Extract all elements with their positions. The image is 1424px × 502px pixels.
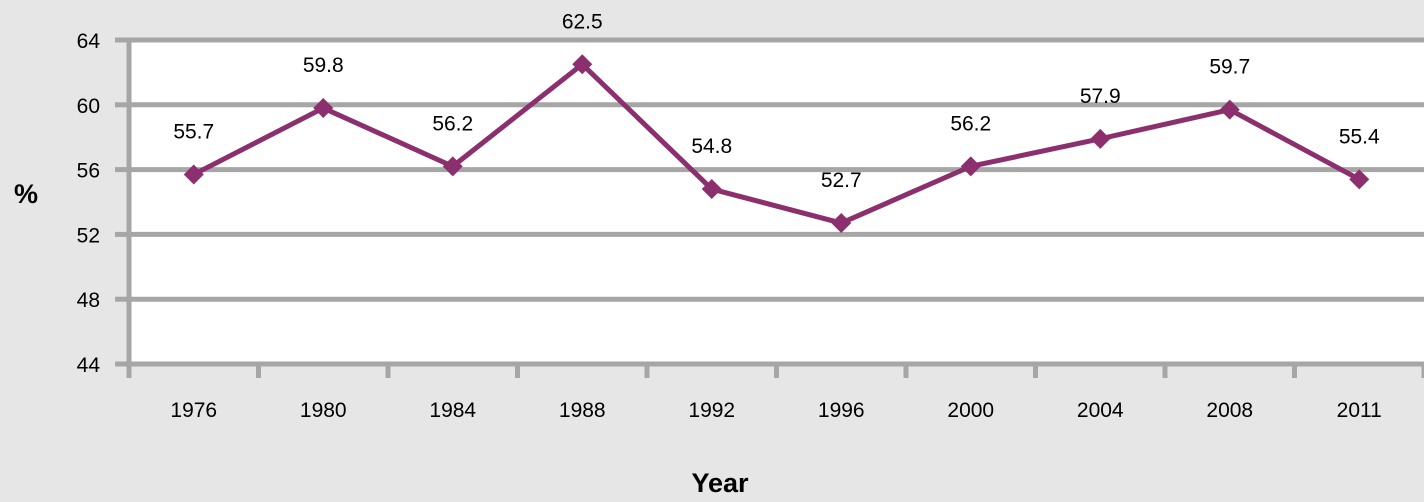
data-labels: 55.7 59.8 56.2 62.5 54.8 52.7 56.2 57.9 59.7 55.4 bbox=[173, 10, 1380, 192]
plot-area bbox=[129, 40, 1424, 364]
gridlines bbox=[129, 37, 1424, 302]
data-point-marker bbox=[572, 54, 593, 75]
y-tick-label: 60 bbox=[77, 95, 100, 118]
y-tick-label: 52 bbox=[77, 224, 100, 247]
x-tick-label: 2008 bbox=[1206, 399, 1253, 422]
y-tick-label: 56 bbox=[77, 160, 100, 183]
y-tick-label: 48 bbox=[77, 289, 100, 312]
series-line bbox=[192, 61, 1361, 226]
x-tick-labels: 1976 1980 1984 1988 1992 1996 2000 2004 2008 2011 bbox=[170, 399, 1381, 422]
data-label: 55.4 bbox=[1339, 125, 1380, 148]
data-point-marker bbox=[701, 179, 722, 200]
data-label: 56.2 bbox=[950, 112, 991, 135]
data-label: 57.9 bbox=[1080, 85, 1121, 108]
data-point-marker bbox=[183, 164, 204, 185]
data-label: 55.7 bbox=[173, 120, 214, 143]
data-label: 52.7 bbox=[821, 169, 862, 192]
x-tick-label: 1976 bbox=[170, 399, 217, 422]
data-point-marker bbox=[960, 156, 981, 177]
data-label: 59.8 bbox=[303, 54, 344, 77]
y-tick-label: 64 bbox=[77, 30, 101, 53]
x-tick-label: 1984 bbox=[429, 399, 476, 422]
data-label: 56.2 bbox=[432, 112, 473, 135]
data-point-marker bbox=[313, 98, 334, 119]
series-line bbox=[192, 61, 1361, 226]
data-label: 62.5 bbox=[562, 10, 603, 33]
x-tick-label: 2011 bbox=[1337, 399, 1382, 422]
data-point-marker bbox=[1219, 99, 1240, 120]
x-tick-label: 1996 bbox=[818, 399, 865, 422]
x-tick-label: 2004 bbox=[1077, 399, 1124, 422]
y-tick-label: 44 bbox=[77, 354, 101, 377]
data-point-marker bbox=[1090, 128, 1111, 149]
y-axis-title: % bbox=[14, 179, 38, 209]
x-tick-label: 2000 bbox=[947, 399, 994, 422]
data-label: 59.7 bbox=[1209, 56, 1250, 79]
data-point-marker bbox=[1349, 169, 1370, 190]
x-tick-label: 1988 bbox=[559, 399, 606, 422]
data-markers bbox=[183, 54, 1370, 234]
data-point-marker bbox=[442, 156, 463, 177]
x-tick-label: 1992 bbox=[688, 399, 735, 422]
y-tick-labels: 44 48 52 56 60 64 bbox=[77, 30, 101, 377]
data-point-marker bbox=[831, 213, 852, 234]
axes bbox=[115, 37, 1424, 378]
data-label: 54.8 bbox=[691, 135, 732, 158]
x-tick-label: 1980 bbox=[300, 399, 347, 422]
x-axis-title: Year bbox=[691, 468, 749, 498]
